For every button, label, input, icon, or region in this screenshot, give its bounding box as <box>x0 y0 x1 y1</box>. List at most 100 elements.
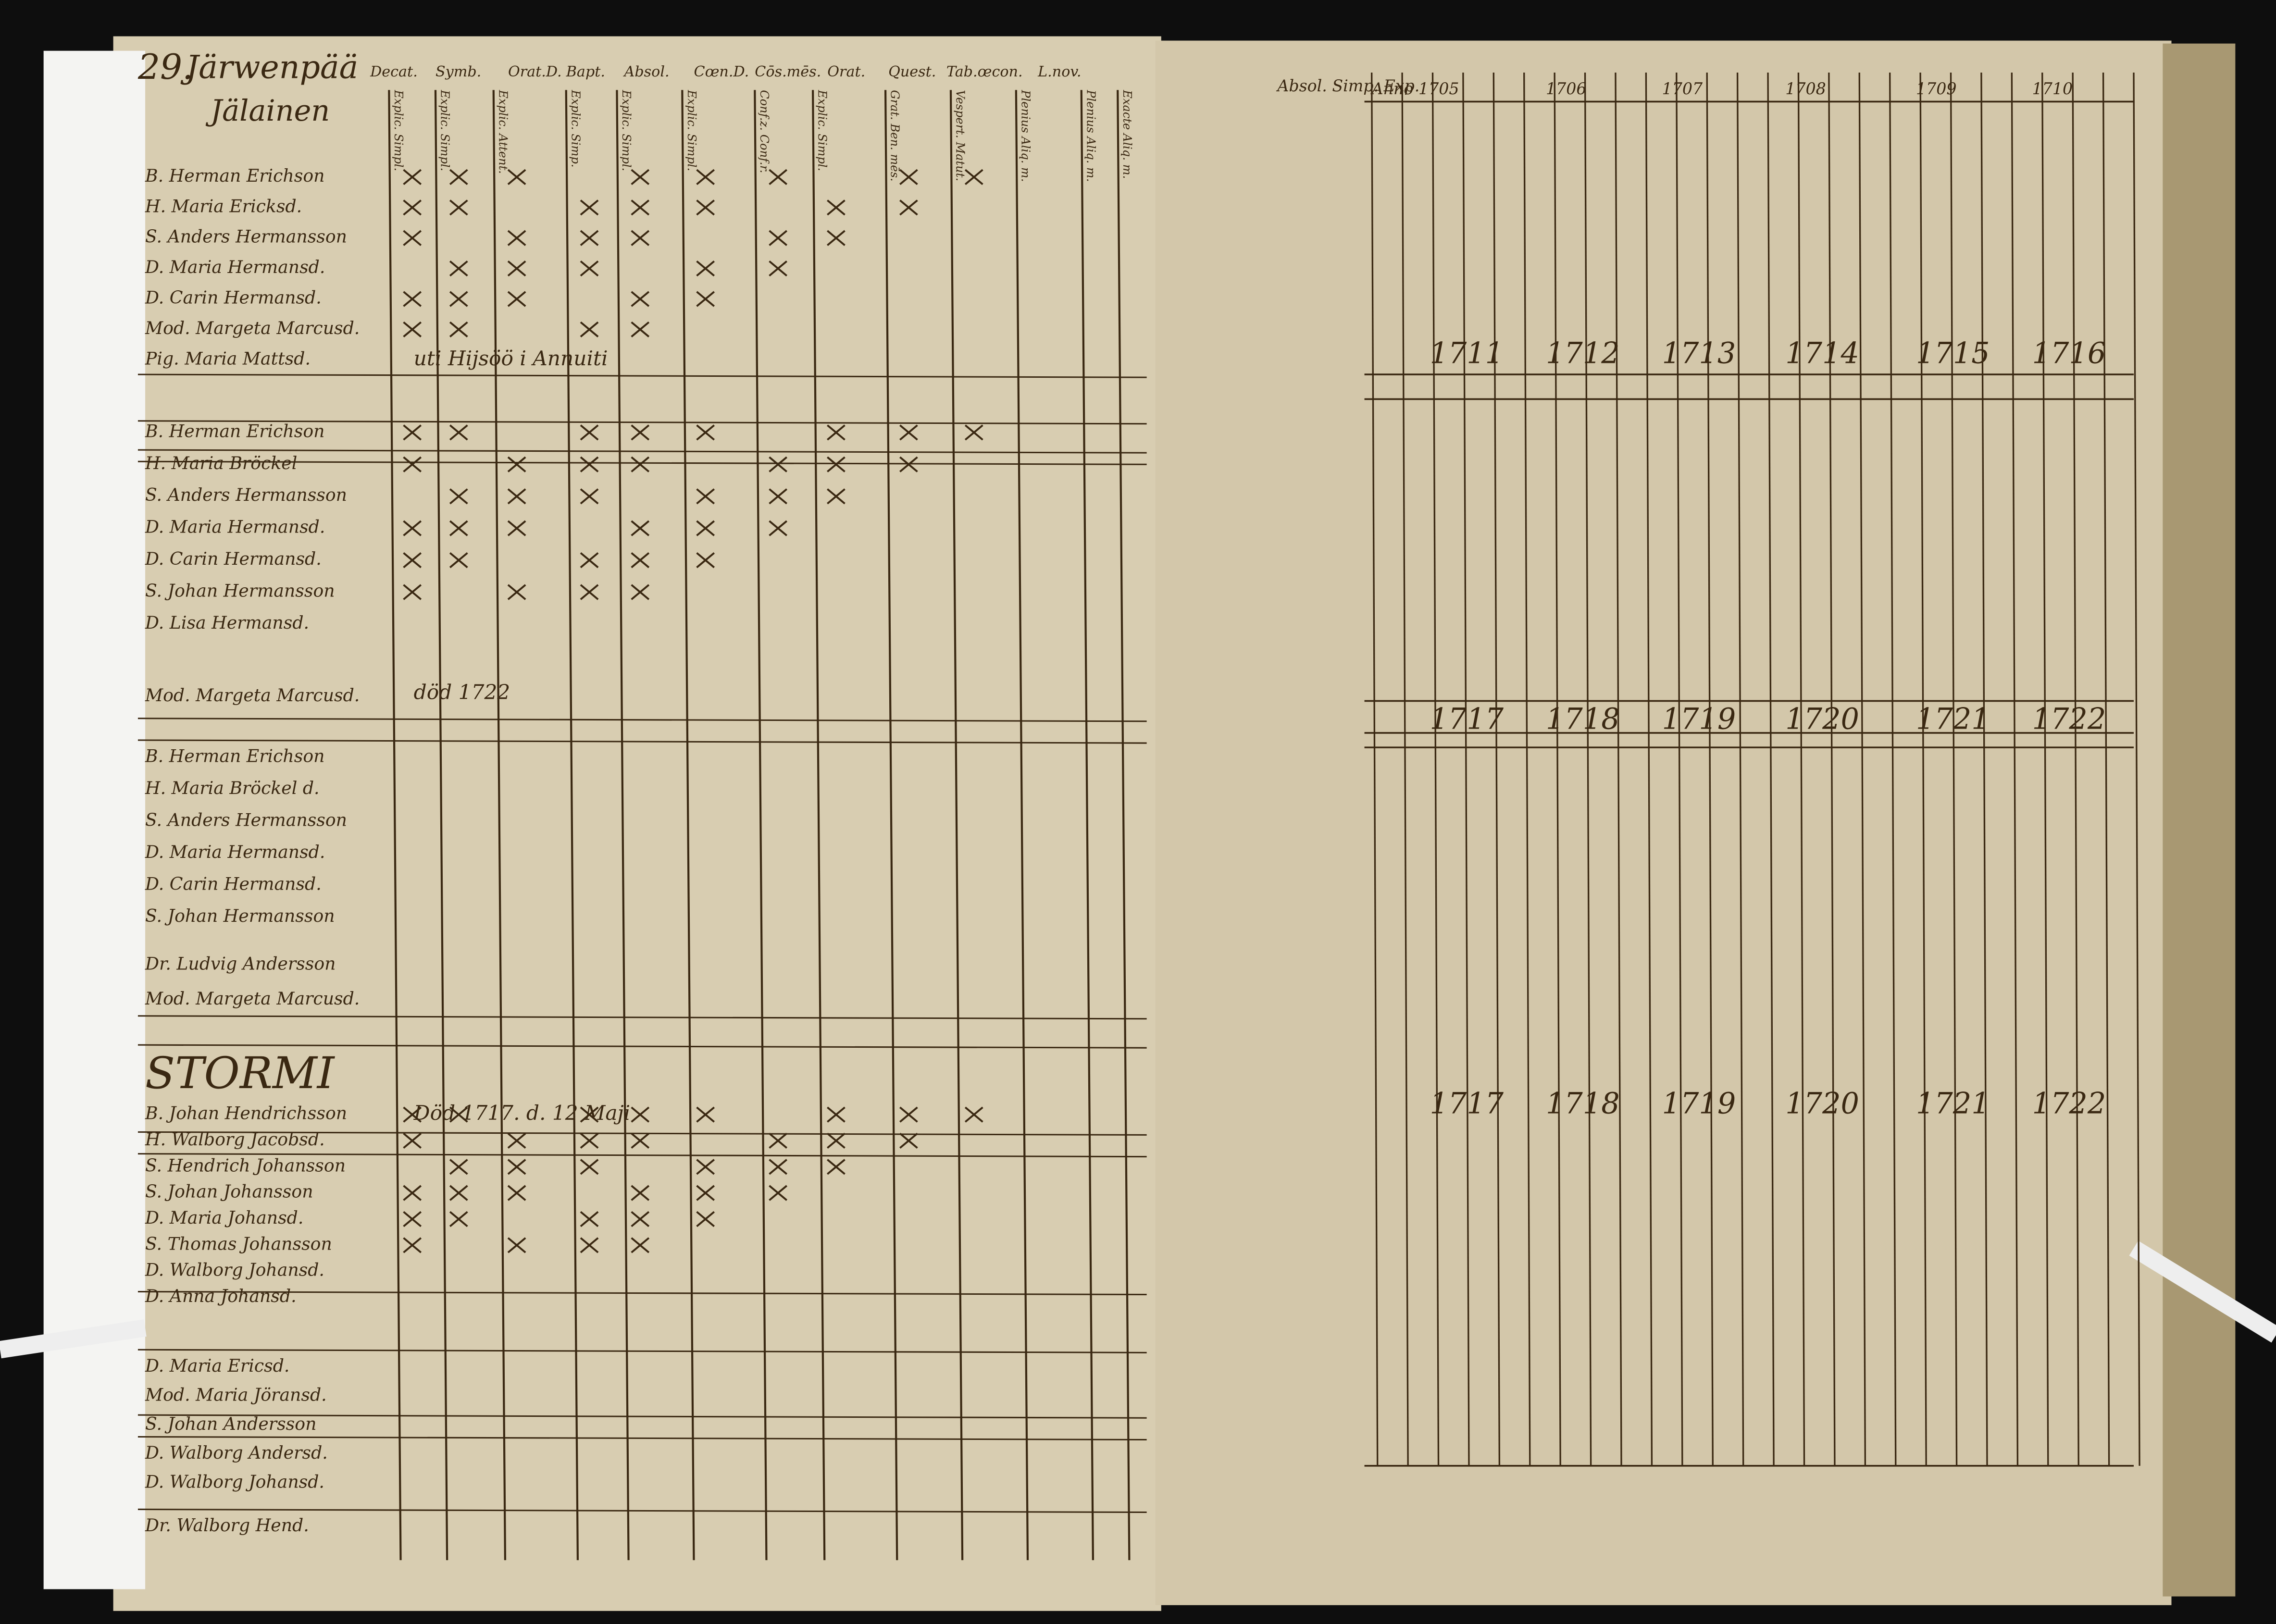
person-name: S. Johan Andersson <box>145 1413 316 1434</box>
cross-mark <box>507 456 526 472</box>
column-header: Bapt. <box>566 63 605 80</box>
column-rule <box>1015 90 1029 1561</box>
cross-mark <box>696 1211 715 1227</box>
cross-mark <box>580 1159 599 1175</box>
column-rule <box>1523 72 1531 1466</box>
cross-mark <box>696 1185 715 1201</box>
cross-mark <box>827 456 846 472</box>
column-rule <box>811 90 826 1561</box>
cross-mark <box>631 169 650 186</box>
cross-mark <box>696 520 715 536</box>
cross-mark <box>769 230 787 246</box>
column-rule <box>1889 72 1897 1466</box>
person-name: D. Walborg Johansd. <box>145 1472 324 1492</box>
right-page <box>1155 40 2172 1605</box>
year-label: 1717 <box>1430 1087 1504 1121</box>
column-header: Tab.œcon. <box>946 63 1023 80</box>
cross-mark <box>580 1237 599 1253</box>
sub-header: Explic. Simp. <box>569 89 582 167</box>
cross-mark <box>964 424 983 441</box>
column-rule <box>2011 72 2019 1466</box>
year-label: 1710 <box>2032 79 2073 98</box>
cross-mark <box>769 1159 787 1175</box>
person-name: D. Lisa Hermansd. <box>145 612 309 633</box>
row-rule <box>137 1153 1147 1158</box>
column-rule <box>1858 72 1866 1466</box>
cross-mark <box>449 1185 468 1201</box>
cross-mark <box>631 1237 650 1253</box>
cross-mark <box>696 291 715 307</box>
cross-mark <box>449 1211 468 1227</box>
cross-mark <box>769 169 787 186</box>
row-rule <box>137 1414 1147 1419</box>
cross-mark <box>580 1106 599 1123</box>
pointer-stick <box>0 1319 147 1359</box>
cross-mark <box>631 321 650 338</box>
sub-header: Explic. Simpl. <box>685 89 698 171</box>
cross-mark <box>631 1185 650 1201</box>
cross-mark <box>580 456 599 472</box>
cross-mark <box>403 1106 422 1123</box>
person-name: H. Maria Bröckel <box>145 453 297 473</box>
column-rule <box>754 90 768 1561</box>
person-name: S. Johan Hermansson <box>145 581 335 601</box>
cross-mark <box>899 199 918 216</box>
cross-mark <box>696 169 715 186</box>
cross-mark <box>631 291 650 307</box>
year-label: 1721 <box>1916 702 1990 736</box>
year-label: 1718 <box>1546 702 1620 736</box>
cross-mark <box>507 1132 526 1149</box>
column-rule <box>1431 72 1440 1466</box>
cross-mark <box>631 584 650 600</box>
cross-mark <box>507 520 526 536</box>
row-rule <box>137 1044 1147 1049</box>
cross-mark <box>899 424 918 441</box>
column-rule <box>1371 72 1379 1466</box>
person-name: D. Maria Ericsd. <box>145 1355 289 1376</box>
row-rule <box>137 718 1147 722</box>
cross-mark <box>580 1132 599 1149</box>
year-label: 1711 <box>1430 336 1504 370</box>
year-label: 1709 <box>1916 79 1957 98</box>
year-label: Anno 1705 <box>1370 79 1459 98</box>
column-rule <box>681 90 695 1561</box>
cross-mark <box>827 230 846 246</box>
cross-mark <box>580 321 599 338</box>
cross-mark <box>631 230 650 246</box>
column-rule <box>1117 90 1131 1561</box>
farm-name: Jälainen <box>205 94 330 128</box>
cross-mark <box>696 260 715 277</box>
row-rule <box>137 449 1147 454</box>
row-rule <box>137 1290 1147 1296</box>
cross-mark <box>631 1106 650 1123</box>
left-page <box>113 36 1161 1611</box>
sub-header: Plenius Aliq. m. <box>1019 89 1032 182</box>
cross-mark <box>580 199 599 216</box>
note: död 1722 <box>414 680 510 704</box>
cross-mark <box>631 520 650 536</box>
cross-mark <box>580 584 599 600</box>
column-header: Decat. <box>370 63 418 80</box>
row-rule <box>137 1508 1147 1513</box>
column-rule <box>1462 72 1470 1466</box>
cross-mark <box>769 1185 787 1201</box>
column-rule <box>1797 72 1805 1466</box>
row-rule <box>137 420 1147 425</box>
column-rule <box>388 90 402 1561</box>
sub-header: Conf.z. Conf.r. <box>758 90 771 173</box>
cross-mark <box>899 1132 918 1149</box>
year-label: 1716 <box>2032 336 2106 370</box>
column-rule <box>1584 72 1592 1466</box>
row-rule <box>137 373 1147 378</box>
cross-mark <box>696 488 715 505</box>
cross-mark <box>696 1159 715 1175</box>
column-rule <box>2041 72 2049 1466</box>
year-label: 1722 <box>2032 702 2106 736</box>
cross-mark <box>696 1106 715 1123</box>
column-header: Absol. <box>623 63 670 80</box>
person-name: Mod. Margeta Marcusd. <box>145 988 360 1009</box>
cross-mark <box>580 552 599 569</box>
cross-mark <box>827 199 846 216</box>
person-name: Mod. Maria Jöransd. <box>145 1384 327 1405</box>
